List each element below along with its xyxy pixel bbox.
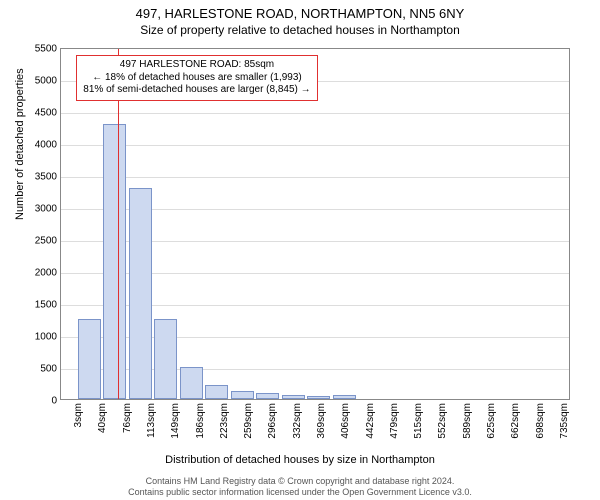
x-tick: 223sqm [219, 403, 230, 439]
footer-line-2: Contains public sector information licen… [0, 487, 600, 498]
footer-line-1: Contains HM Land Registry data © Crown c… [0, 476, 600, 487]
histogram-bar [205, 385, 228, 399]
histogram-bar [103, 124, 126, 399]
x-tick: 625sqm [486, 403, 497, 439]
histogram-bar [256, 393, 279, 399]
y-tick: 3000 [35, 204, 61, 215]
y-tick: 5000 [35, 76, 61, 87]
property-marker-line [118, 49, 119, 399]
y-tick: 2500 [35, 236, 61, 247]
x-tick: 76sqm [122, 403, 133, 433]
histogram-bar [78, 319, 101, 399]
annotation-box: 497 HARLESTONE ROAD: 85sqm← 18% of detac… [76, 55, 317, 101]
y-axis-label: Number of detached properties [14, 68, 26, 220]
x-tick: 113sqm [146, 403, 157, 438]
histogram-bar [333, 395, 356, 399]
x-tick: 552sqm [437, 403, 448, 439]
annotation-line: 81% of semi-detached houses are larger (… [83, 84, 310, 97]
x-tick: 296sqm [267, 403, 278, 439]
histogram-bar [180, 367, 203, 399]
page-subtitle: Size of property relative to detached ho… [0, 21, 600, 37]
y-tick: 4500 [35, 108, 61, 119]
plot: 497 HARLESTONE ROAD: 85sqm← 18% of detac… [61, 49, 569, 399]
x-tick: 515sqm [413, 403, 424, 439]
gridline [61, 113, 569, 114]
y-tick: 500 [40, 364, 61, 375]
gridline [61, 145, 569, 146]
histogram-bar [282, 395, 305, 399]
x-tick: 735sqm [559, 403, 570, 439]
x-tick: 662sqm [510, 403, 521, 439]
x-tick: 442sqm [365, 403, 376, 439]
y-tick: 1500 [35, 300, 61, 311]
footer: Contains HM Land Registry data © Crown c… [0, 476, 600, 498]
histogram-bar [129, 188, 152, 399]
y-tick: 0 [51, 396, 61, 407]
histogram-bar [307, 396, 330, 399]
annotation-line: 497 HARLESTONE ROAD: 85sqm [83, 59, 310, 72]
x-axis-label: Distribution of detached houses by size … [0, 454, 600, 466]
histogram-bar [154, 319, 177, 399]
page-title: 497, HARLESTONE ROAD, NORTHAMPTON, NN5 6… [0, 0, 600, 21]
x-tick: 149sqm [170, 403, 181, 439]
annotation-line: ← 18% of detached houses are smaller (1,… [83, 72, 310, 85]
y-tick: 5500 [35, 44, 61, 55]
y-tick: 2000 [35, 268, 61, 279]
x-tick: 698sqm [535, 403, 546, 439]
x-tick: 332sqm [292, 403, 303, 439]
x-tick: 259sqm [243, 403, 254, 439]
x-tick: 406sqm [340, 403, 351, 439]
chart-container: 497, HARLESTONE ROAD, NORTHAMPTON, NN5 6… [0, 0, 600, 500]
histogram-bar [231, 391, 254, 399]
x-tick: 589sqm [462, 403, 473, 439]
chart-plot-area: 497 HARLESTONE ROAD: 85sqm← 18% of detac… [60, 48, 570, 400]
y-tick: 3500 [35, 172, 61, 183]
x-tick: 479sqm [389, 403, 400, 439]
y-tick: 1000 [35, 332, 61, 343]
x-tick: 369sqm [316, 403, 327, 439]
x-tick: 3sqm [73, 403, 84, 427]
x-tick: 186sqm [195, 403, 206, 439]
x-tick: 40sqm [97, 403, 108, 433]
gridline [61, 177, 569, 178]
y-tick: 4000 [35, 140, 61, 151]
